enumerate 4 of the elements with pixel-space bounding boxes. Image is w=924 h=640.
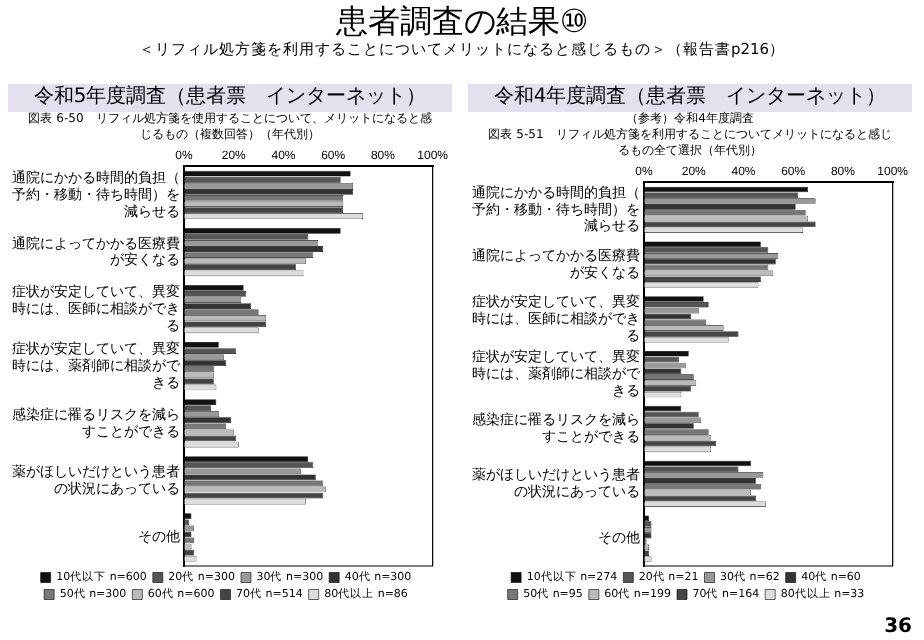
chart-title: 令和4年度調査（患者票 インターネット） <box>468 84 912 112</box>
chart-title: 令和5年度調査（患者票 インターネット） <box>8 84 452 112</box>
text: 患者調査の結果⑩ <box>333 2 591 40</box>
text: 36 <box>884 616 912 638</box>
